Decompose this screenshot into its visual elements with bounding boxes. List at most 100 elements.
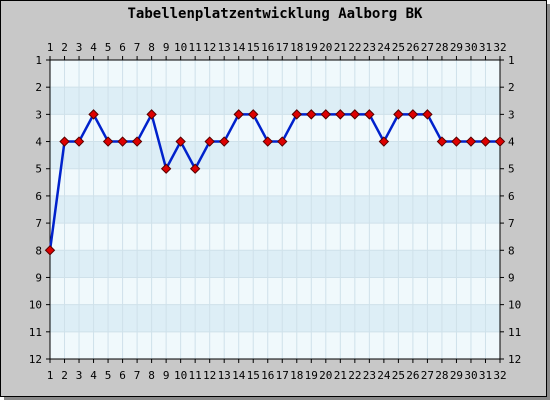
plot-band (50, 87, 500, 115)
x-tick-label-bottom: 22 (348, 369, 361, 382)
x-tick-label-bottom: 2 (61, 369, 68, 382)
y-tick-label-left: 5 (35, 163, 42, 176)
x-tick-label-bottom: 3 (76, 369, 83, 382)
x-tick-label-top: 31 (479, 41, 492, 54)
plot-band (50, 141, 500, 169)
x-tick-label-bottom: 24 (377, 369, 391, 382)
x-tick-label-bottom: 17 (276, 369, 289, 382)
data-point (364, 109, 375, 120)
x-tick-label-top: 27 (421, 41, 434, 54)
y-tick-label-right: 7 (508, 217, 515, 230)
data-point (117, 136, 128, 147)
x-tick-label-top: 23 (363, 41, 376, 54)
x-tick-label-top: 19 (305, 41, 318, 54)
x-tick-label-top: 8 (148, 41, 155, 54)
x-tick-label-top: 9 (163, 41, 170, 54)
y-tick-label-right: 10 (508, 299, 521, 312)
y-tick-label-left: 12 (29, 353, 42, 366)
x-tick-label-bottom: 8 (148, 369, 155, 382)
plot-band (50, 277, 500, 305)
y-tick-label-left: 9 (35, 271, 42, 284)
y-tick-label-left: 1 (35, 54, 42, 67)
x-tick-label-bottom: 13 (218, 369, 231, 382)
plot-band (50, 331, 500, 359)
data-point (131, 136, 143, 147)
data-point (306, 109, 317, 120)
chart-shadow-bottom (4, 397, 550, 400)
x-tick-label-top: 25 (392, 41, 405, 54)
y-tick-label-right: 3 (508, 108, 515, 121)
x-tick-label-bottom: 26 (406, 369, 419, 382)
plot-band (50, 114, 500, 142)
y-tick-label-left: 6 (35, 190, 42, 203)
data-point (88, 109, 99, 120)
data-point (349, 109, 361, 120)
x-tick-label-bottom: 18 (290, 369, 303, 382)
data-point (248, 109, 259, 120)
plot-band (50, 250, 500, 278)
x-tick-label-bottom: 12 (203, 369, 216, 382)
x-tick-label-bottom: 20 (319, 369, 332, 382)
x-tick-label-bottom: 4 (90, 369, 97, 382)
x-tick-label-bottom: 25 (392, 369, 405, 382)
data-point (175, 136, 186, 147)
y-tick-label-right: 8 (508, 244, 515, 257)
x-tick-label-top: 18 (290, 41, 303, 54)
x-tick-label-bottom: 30 (464, 369, 477, 382)
chart-title: Tabellenplatzentwicklung Aalborg BK (127, 6, 423, 22)
x-tick-label-bottom: 16 (261, 369, 274, 382)
x-tick-label-bottom: 7 (134, 369, 141, 382)
x-tick-label-bottom: 9 (163, 369, 170, 382)
x-tick-label-top: 11 (189, 41, 202, 54)
y-tick-label-right: 12 (508, 353, 521, 366)
data-point (465, 136, 477, 147)
data-point (335, 109, 346, 120)
x-tick-label-bottom: 23 (363, 369, 376, 382)
plot-band (50, 223, 500, 251)
plot-area: 1122334455667788991010111112121313141415… (29, 41, 522, 382)
x-tick-label-top: 32 (493, 41, 506, 54)
x-tick-label-bottom: 5 (105, 369, 112, 382)
x-tick-label-top: 15 (247, 41, 260, 54)
plot-border (49, 59, 501, 360)
x-tick-label-top: 6 (119, 41, 126, 54)
data-point (480, 136, 491, 147)
x-tick-label-top: 3 (76, 41, 83, 54)
data-point (436, 136, 448, 147)
x-tick-label-top: 30 (464, 41, 477, 54)
data-point (160, 163, 172, 174)
y-tick-label-right: 9 (508, 271, 515, 284)
x-tick-label-top: 1 (47, 41, 54, 54)
x-tick-label-top: 29 (450, 41, 463, 54)
x-tick-label-bottom: 32 (493, 369, 506, 382)
data-point (218, 136, 230, 147)
data-point (451, 136, 462, 147)
x-tick-label-top: 17 (276, 41, 289, 54)
plot-band (50, 60, 500, 88)
x-tick-label-bottom: 6 (119, 369, 126, 382)
y-tick-label-left: 2 (35, 81, 42, 94)
x-tick-label-bottom: 14 (232, 369, 246, 382)
y-tick-label-right: 11 (508, 326, 521, 339)
x-tick-label-top: 28 (435, 41, 448, 54)
x-tick-label-top: 16 (261, 41, 274, 54)
data-point (146, 109, 157, 120)
x-tick-label-bottom: 27 (421, 369, 434, 382)
x-tick-label-bottom: 19 (305, 369, 318, 382)
y-tick-label-left: 8 (35, 244, 42, 257)
data-point (494, 136, 506, 147)
x-tick-label-top: 12 (203, 41, 216, 54)
data-point (407, 109, 419, 120)
data-point (44, 245, 56, 256)
data-point (393, 109, 404, 120)
x-tick-label-top: 5 (105, 41, 112, 54)
data-point (73, 136, 85, 147)
x-tick-label-top: 24 (377, 41, 391, 54)
x-tick-label-bottom: 21 (334, 369, 347, 382)
x-tick-label-top: 13 (218, 41, 231, 54)
data-point (102, 136, 114, 147)
data-point (262, 136, 273, 147)
x-tick-label-bottom: 1 (47, 369, 54, 382)
data-point (320, 109, 332, 120)
